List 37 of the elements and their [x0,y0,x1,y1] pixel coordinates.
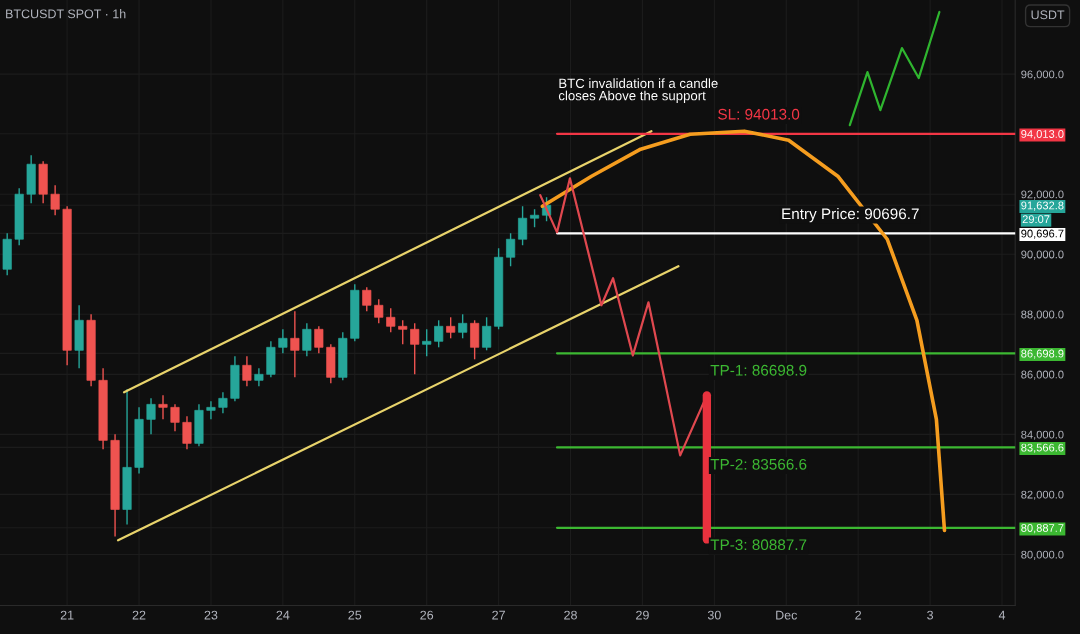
x-tick-label: 26 [420,610,434,620]
series-label: SL: 94013.0 [718,108,800,120]
series-label: TP-2: 83566.6 [710,458,807,470]
x-tick-label: 30 [707,610,721,620]
series-label: Entry Price: 90696.7 [782,207,919,223]
x-tick-label: 3 [927,610,934,620]
x-tick-label: 28 [564,610,577,620]
y-tick-label: 90,696.7 [1021,229,1064,239]
x-tick-label: 25 [348,610,362,620]
y-tick-label: 84,000.0 [1021,430,1064,440]
text: 29:07 [1022,215,1050,224]
series-label: TP-3: 80887.7 [710,539,807,551]
y-tick-label: 91,632.8 [1021,201,1064,211]
x-tick-label: 29 [636,610,649,620]
x-tick-label: 24 [276,610,290,620]
text: USDT [1031,10,1065,20]
series-label: TP-1: 86698.9 [710,364,807,376]
y-tick-label: 86,698.9 [1021,349,1064,359]
y-tick-label: 82,000.0 [1021,490,1064,500]
x-tick-label: 21 [60,610,74,620]
x-tick-label: 27 [492,610,505,620]
y-tick-label: 90,000.0 [1021,250,1064,260]
x-tick-label: Dec [776,610,798,620]
annotation: BTC invalidation if a candle closes Above the support [558,78,718,103]
y-tick-label: 94,013.0 [1021,130,1064,140]
y-tick-label: 88,000.0 [1021,310,1064,320]
y-tick-label: 92,000.0 [1021,190,1064,200]
y-tick-label: 83,566.6 [1021,443,1064,453]
x-tick-label: 22 [132,610,146,620]
y-tick-label: 86,000.0 [1021,370,1064,380]
y-tick-label: 80,887.7 [1021,524,1064,534]
x-tick-label: 4 [998,610,1006,620]
y-tick-label: 96,000.0 [1021,70,1064,80]
x-tick-label: 23 [204,610,218,620]
y-tick-label: 80,000.0 [1021,550,1064,560]
x-tick-label: 2 [855,610,862,620]
text: BTCUSDT SPOT · 1h [6,9,126,19]
